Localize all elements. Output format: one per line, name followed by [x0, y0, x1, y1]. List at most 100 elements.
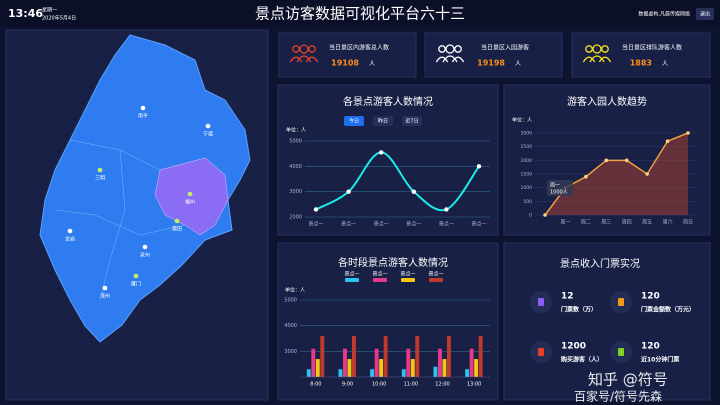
area-point: [584, 174, 588, 179]
y-axis-label: 单位：人: [286, 127, 306, 134]
stat-icon: [438, 45, 446, 53]
bar: [478, 335, 483, 377]
legend-label: 景点一: [428, 271, 443, 278]
area-point: [645, 172, 649, 176]
bar: [442, 359, 447, 377]
header-bar: [0, 0, 720, 27]
bar: [474, 359, 479, 377]
stat-label: 当日景区入园游客: [481, 44, 529, 52]
revenue-title: 景点收入门票实况: [560, 257, 640, 270]
x-tick-label: 景点一: [374, 221, 389, 228]
city-label: 福州: [185, 199, 195, 206]
y-tick-label: 4000: [289, 164, 302, 170]
exit-label[interactable]: 退出: [700, 11, 710, 18]
y-tick-label: 500: [523, 199, 532, 205]
legend-label: 景点一: [372, 271, 387, 278]
stat-icon: [305, 56, 319, 63]
city-label: 宁德: [203, 131, 213, 138]
bar: [306, 369, 311, 377]
x-tick-label: 周三: [601, 220, 611, 226]
revenue-glyph: [538, 298, 544, 306]
y-tick-label: 3000: [289, 189, 302, 195]
revenue-value: 120: [641, 342, 660, 352]
x-tick-label: 12:00: [435, 382, 449, 388]
bar: [343, 348, 347, 377]
x-tick-label: 8:00: [310, 382, 321, 388]
x-tick-label: 景点一: [439, 221, 454, 228]
bar: [370, 369, 375, 377]
x-tick-label: 周四: [622, 220, 632, 226]
x-tick-label: 景点一: [308, 221, 323, 228]
revenue-value: 12: [561, 292, 574, 302]
city-label: 三明: [95, 176, 105, 182]
bar: [315, 359, 320, 377]
tooltip-text: 1000人: [550, 190, 568, 196]
stat-value: 19108: [331, 59, 359, 68]
revenue-label: 门票数（万）: [561, 306, 597, 314]
stat-icon: [292, 45, 300, 53]
area-point: [543, 213, 547, 217]
line-point: [379, 150, 384, 155]
legend-swatch: [373, 278, 387, 282]
exit-button[interactable]: [696, 8, 714, 20]
area-point: [604, 158, 609, 163]
line-point: [476, 164, 482, 169]
city-dot: [142, 244, 148, 250]
y-axis-label: 单位：人: [285, 287, 305, 294]
stat-icon: [299, 44, 309, 54]
area-point: [686, 131, 690, 135]
x-tick-label: 景点一: [471, 221, 486, 228]
line-series: [315, 151, 480, 212]
city-dot: [140, 105, 146, 111]
city-dot: [97, 167, 103, 173]
city-label: 漳州: [100, 293, 110, 300]
tab-label[interactable]: 今日: [349, 118, 359, 125]
stat-icon: [598, 56, 612, 63]
bar: [447, 335, 451, 377]
x-tick-label: 周五: [642, 220, 652, 226]
bar: [383, 335, 388, 377]
bar: [401, 369, 406, 377]
stat-icon: [582, 56, 596, 63]
revenue-label: 购买游客（人）: [561, 356, 603, 364]
y-tick-label: 2000: [289, 215, 302, 221]
map-border: [54, 209, 186, 236]
area-point: [665, 139, 670, 143]
city-dot: [67, 228, 73, 234]
bar: [465, 369, 470, 377]
page-title: 景点访客数据可视化平台六十三: [255, 5, 465, 23]
map-highlight: [154, 157, 229, 236]
stat-icon: [445, 44, 455, 54]
watermark: 百家号/符号先森: [574, 389, 662, 404]
stat-icon: [589, 55, 605, 63]
revenue-glyph: [618, 348, 624, 356]
chart-title: 各时段景点游客人数情况: [338, 256, 448, 269]
tab-label[interactable]: 昨日: [378, 118, 388, 125]
x-tick-label: 10:00: [372, 382, 386, 388]
weekday: 星期一: [42, 8, 57, 14]
tab-label[interactable]: 近7日: [405, 118, 418, 125]
tab[interactable]: [344, 116, 364, 126]
line-point: [411, 189, 416, 194]
city-dot: [102, 285, 108, 291]
bar: [347, 359, 352, 377]
bar: [379, 359, 384, 377]
tab[interactable]: [373, 116, 393, 126]
x-tick-label: 周日: [683, 220, 693, 226]
x-tick-label: 周一: [560, 220, 570, 226]
stat-unit: 人: [515, 61, 521, 68]
tab[interactable]: [402, 116, 422, 126]
stat-icon: [451, 56, 465, 63]
y-tick-label: 5000: [284, 298, 297, 304]
stat-icon: [442, 55, 458, 63]
y-tick-label: 5000: [289, 139, 302, 145]
y-tick-label: 3000: [521, 131, 533, 137]
bar: [311, 348, 316, 377]
y-tick-label: 1500: [521, 172, 533, 178]
stat-label: 当日景区排队游客人数: [622, 44, 682, 52]
bar: [352, 335, 356, 377]
x-tick-label: 景点一: [341, 221, 356, 228]
legend-swatch: [345, 278, 359, 282]
x-tick-label: 周二: [581, 220, 591, 226]
